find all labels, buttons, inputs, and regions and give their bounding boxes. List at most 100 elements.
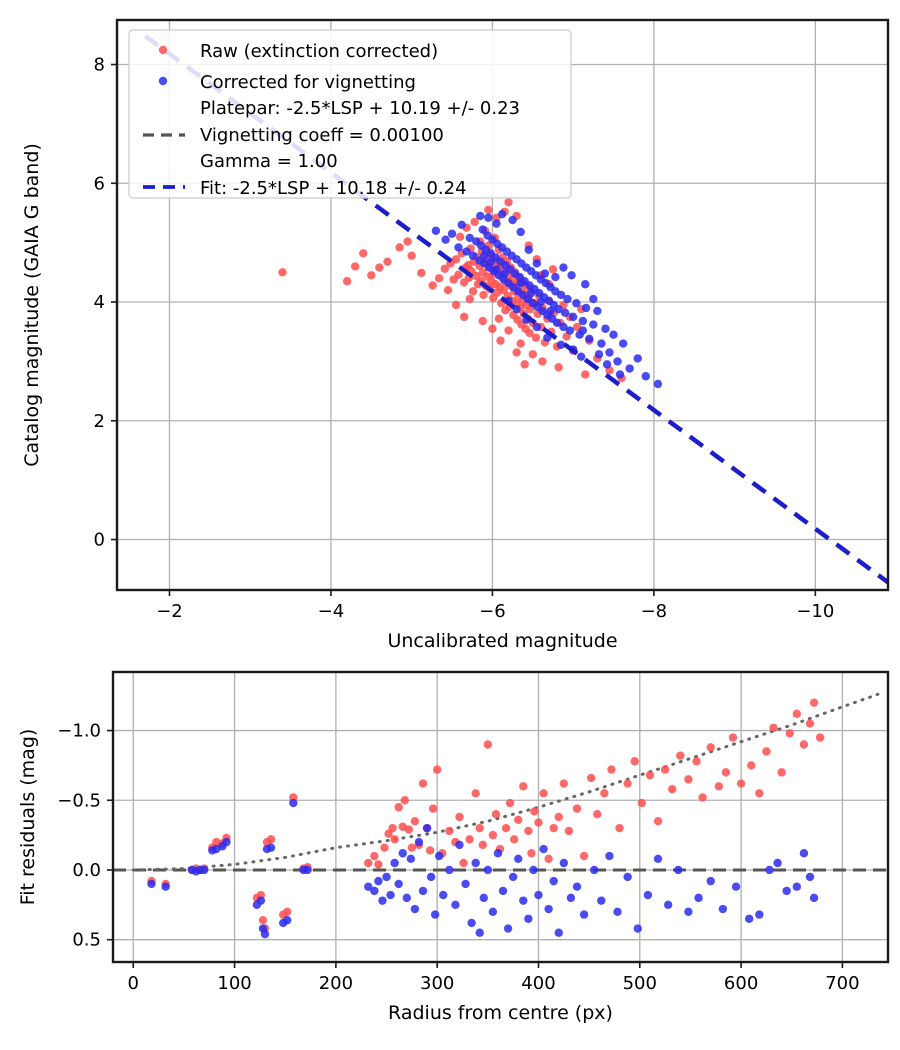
data-point <box>633 924 642 933</box>
data-point <box>526 288 536 298</box>
data-point <box>530 807 539 816</box>
data-point <box>684 775 693 784</box>
data-point <box>653 816 663 826</box>
data-point <box>501 823 511 833</box>
data-point <box>451 900 460 910</box>
data-point <box>432 765 442 774</box>
data-point <box>492 219 501 228</box>
data-point <box>390 835 399 844</box>
data-point <box>503 924 513 933</box>
data-point <box>633 354 642 363</box>
data-point <box>497 209 507 219</box>
data-point <box>426 872 436 882</box>
legend-label-fit: Fit: -2.5*LSP + 10.18 +/- 0.24 <box>200 178 467 199</box>
x-tick-label: −4 <box>318 601 345 622</box>
data-point <box>147 879 156 889</box>
data-point <box>630 757 639 766</box>
data-point <box>755 910 764 919</box>
x-tick-label: 500 <box>623 973 657 994</box>
axes-frame <box>111 670 890 964</box>
data-point <box>590 865 599 875</box>
data-point <box>668 784 677 794</box>
data-point <box>471 858 480 868</box>
data-point <box>568 312 578 322</box>
x-tick-label: −8 <box>641 601 668 622</box>
y-axis-label: Fit residuals (mag) <box>17 729 39 906</box>
data-point <box>563 294 572 304</box>
data-point <box>359 249 368 258</box>
data-point <box>512 304 521 314</box>
data-point <box>597 896 606 905</box>
data-point <box>388 823 397 833</box>
data-point <box>769 723 778 732</box>
data-point <box>488 830 498 840</box>
data-point <box>266 843 276 852</box>
data-point <box>494 314 504 323</box>
data-point <box>465 233 474 243</box>
data-point <box>504 198 513 207</box>
data-point <box>536 297 546 307</box>
data-point <box>516 227 525 237</box>
data-point <box>451 255 461 264</box>
data-point <box>809 893 819 903</box>
data-point <box>283 907 292 917</box>
data-point <box>641 372 650 381</box>
data-point <box>519 896 528 905</box>
data-point <box>406 854 416 864</box>
data-point <box>579 910 589 919</box>
residuals-vs-radius-plot: 0 100 200 300 400 500 600 700 0.5 0.0 −0.5 −1.0 Radi… <box>17 670 890 1024</box>
data-point <box>488 907 498 917</box>
data-point <box>504 326 513 335</box>
data-point <box>440 264 449 273</box>
data-point <box>594 350 604 359</box>
data-point <box>581 303 591 313</box>
data-point <box>524 914 533 923</box>
data-point <box>785 729 794 738</box>
data-point <box>492 265 501 274</box>
legend-label-platepar-1: Platepar: -2.5*LSP + 10.19 +/- 0.23 <box>200 98 520 119</box>
data-point <box>524 245 533 254</box>
x-tick-label: 100 <box>217 973 251 994</box>
data-point <box>539 844 548 854</box>
plot-background <box>113 672 888 962</box>
data-point <box>367 271 376 280</box>
data-point <box>407 251 416 260</box>
data-point <box>410 816 420 826</box>
data-point <box>407 843 417 852</box>
data-point <box>619 339 628 348</box>
data-point <box>289 798 298 808</box>
data-point <box>773 858 782 868</box>
data-point <box>554 928 563 937</box>
data-point <box>400 796 409 805</box>
data-point <box>505 798 515 808</box>
data-point <box>676 751 685 760</box>
data-point <box>706 743 715 752</box>
data-point <box>459 858 468 868</box>
x-tick-label: −2 <box>156 601 183 622</box>
y-tick-label: 6 <box>94 173 105 194</box>
data-point <box>364 882 373 891</box>
data-point <box>653 379 663 389</box>
data-point <box>607 765 616 774</box>
data-point <box>434 274 444 283</box>
data-point <box>660 765 670 774</box>
data-point <box>643 890 653 900</box>
legend-label-platepar-3: Gamma = 1.00 <box>200 151 338 172</box>
data-point <box>499 285 508 295</box>
data-point <box>467 918 476 928</box>
data-point <box>498 886 508 896</box>
data-point <box>534 818 543 827</box>
data-point <box>380 843 389 852</box>
data-point <box>529 865 538 875</box>
data-point <box>718 904 728 914</box>
data-point <box>613 357 622 366</box>
data-point <box>747 761 756 770</box>
data-point <box>508 215 517 225</box>
data-point <box>445 865 454 875</box>
data-point <box>484 213 493 222</box>
y-tick-label: 4 <box>94 292 105 313</box>
data-point <box>586 773 596 783</box>
data-point <box>581 370 590 379</box>
data-point <box>615 823 624 833</box>
